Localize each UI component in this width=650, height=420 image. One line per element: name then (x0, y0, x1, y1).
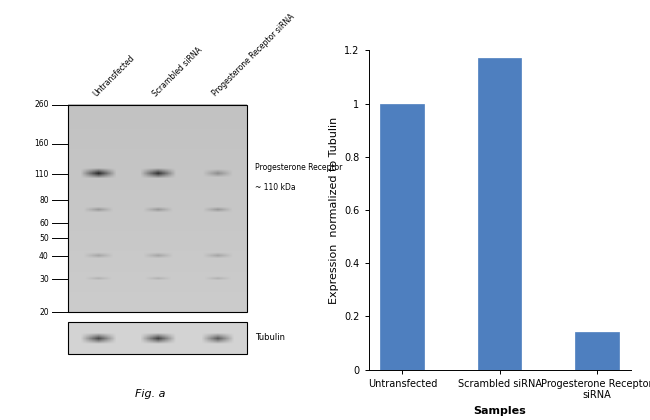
X-axis label: Samples: Samples (473, 406, 526, 416)
Text: 110: 110 (34, 170, 49, 179)
Bar (68, 105, 247, 312)
Text: 60: 60 (39, 219, 49, 228)
Text: ~ 110 kDa: ~ 110 kDa (255, 183, 296, 192)
Bar (380, 104, 424, 370)
Text: 260: 260 (34, 100, 49, 109)
Text: Progesterone Receptor siRNA: Progesterone Receptor siRNA (211, 13, 296, 98)
Bar (575, 332, 619, 370)
Bar (478, 58, 521, 370)
Text: Scrambled siRNA: Scrambled siRNA (151, 45, 204, 98)
Text: Tubulin: Tubulin (255, 333, 285, 342)
Text: 80: 80 (39, 195, 49, 205)
Text: Untransfected: Untransfected (92, 53, 136, 98)
Text: 50: 50 (39, 234, 49, 242)
Y-axis label: Expression  normalized to Tubulin: Expression normalized to Tubulin (329, 116, 339, 304)
Text: Progesterone Receptor: Progesterone Receptor (255, 163, 343, 172)
Text: 160: 160 (34, 139, 49, 148)
Text: Fig. a: Fig. a (135, 389, 166, 399)
Bar (68, 322, 247, 354)
Text: 20: 20 (39, 307, 49, 317)
Text: 40: 40 (39, 252, 49, 260)
Text: 30: 30 (39, 275, 49, 284)
